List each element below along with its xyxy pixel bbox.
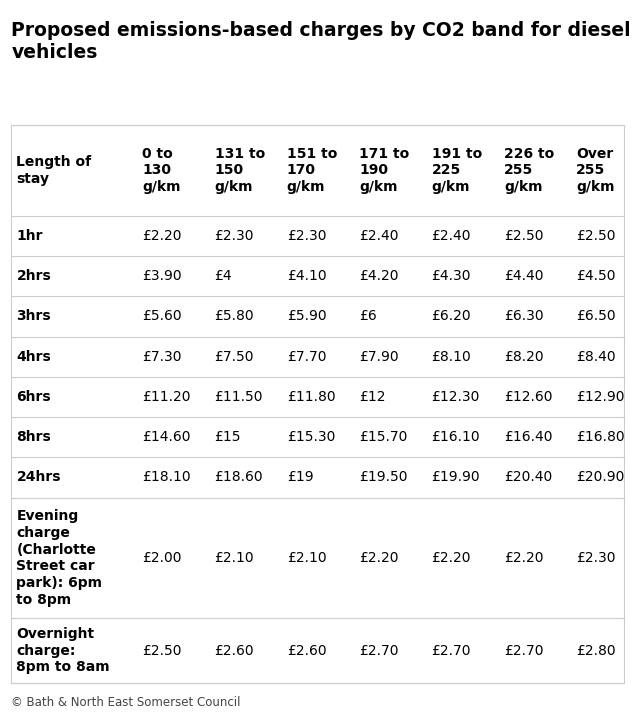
Text: 226 to
255
g/km: 226 to 255 g/km (504, 147, 554, 194)
Text: 191 to
225
g/km: 191 to 225 g/km (432, 147, 482, 194)
Bar (11, 125, 624, 683)
Text: £7.30: £7.30 (142, 350, 182, 364)
Text: £6.20: £6.20 (432, 310, 471, 323)
Text: £3.90: £3.90 (142, 269, 182, 283)
Text: £2.60: £2.60 (214, 644, 254, 658)
Text: £2.80: £2.80 (576, 644, 616, 658)
Text: £2.00: £2.00 (142, 551, 182, 565)
Text: £7.70: £7.70 (287, 350, 327, 364)
Text: £12: £12 (359, 390, 385, 404)
Text: £12.60: £12.60 (504, 390, 552, 404)
Text: £18.10: £18.10 (142, 470, 191, 485)
Text: £4.20: £4.20 (359, 269, 399, 283)
Text: 1hr: 1hr (16, 229, 43, 243)
Bar (11, 125, 624, 683)
Text: 151 to
170
g/km: 151 to 170 g/km (287, 147, 337, 194)
Text: £8.20: £8.20 (504, 350, 543, 364)
Text: £6.30: £6.30 (504, 310, 543, 323)
Text: £2.30: £2.30 (214, 229, 254, 243)
Text: £2.10: £2.10 (287, 551, 327, 565)
Text: 24hrs: 24hrs (16, 470, 61, 485)
Text: £4.10: £4.10 (287, 269, 327, 283)
Text: £2.50: £2.50 (576, 229, 616, 243)
Text: £7.50: £7.50 (214, 350, 254, 364)
Text: £12.90: £12.90 (576, 390, 624, 404)
Text: 8hrs: 8hrs (16, 430, 51, 444)
Text: £20.40: £20.40 (504, 470, 552, 485)
Text: £19.50: £19.50 (359, 470, 408, 485)
Text: £2.10: £2.10 (214, 551, 254, 565)
Text: £15.30: £15.30 (287, 430, 335, 444)
Text: £2.20: £2.20 (142, 229, 182, 243)
Text: £16.10: £16.10 (432, 430, 480, 444)
Text: 3hrs: 3hrs (16, 310, 51, 323)
Text: £5.60: £5.60 (142, 310, 182, 323)
Text: £11.50: £11.50 (214, 390, 263, 404)
Text: £2.70: £2.70 (504, 644, 543, 658)
Text: 0 to
130
g/km: 0 to 130 g/km (142, 147, 181, 194)
Text: 131 to
150
g/km: 131 to 150 g/km (214, 147, 265, 194)
Text: © Bath & North East Somerset Council: © Bath & North East Somerset Council (11, 696, 241, 709)
Text: £2.30: £2.30 (287, 229, 327, 243)
Text: £15.70: £15.70 (359, 430, 408, 444)
Text: £20.90: £20.90 (576, 470, 624, 485)
Text: Evening
charge
(Charlotte
Street car
park): 6pm
to 8pm: Evening charge (Charlotte Street car par… (16, 509, 103, 607)
Text: Overnight
charge:
8pm to 8am: Overnight charge: 8pm to 8am (16, 627, 110, 674)
Text: £2.40: £2.40 (432, 229, 471, 243)
Text: £4.40: £4.40 (504, 269, 543, 283)
Text: £2.20: £2.20 (359, 551, 399, 565)
Text: £15: £15 (214, 430, 241, 444)
Text: £18.60: £18.60 (214, 470, 263, 485)
Text: £2.50: £2.50 (142, 644, 182, 658)
Text: £19.90: £19.90 (432, 470, 480, 485)
Text: £4.30: £4.30 (432, 269, 471, 283)
Text: £7.90: £7.90 (359, 350, 399, 364)
Text: £6.50: £6.50 (576, 310, 616, 323)
Text: £2.70: £2.70 (359, 644, 399, 658)
Text: 2hrs: 2hrs (16, 269, 51, 283)
Text: £4.50: £4.50 (576, 269, 616, 283)
Text: £2.40: £2.40 (359, 229, 399, 243)
Text: 171 to
190
g/km: 171 to 190 g/km (359, 147, 410, 194)
Text: Length of
stay: Length of stay (16, 155, 91, 186)
Text: £2.20: £2.20 (432, 551, 471, 565)
Text: Proposed emissions-based charges by CO2 band for diesel
vehicles: Proposed emissions-based charges by CO2 … (11, 21, 631, 62)
Text: 6hrs: 6hrs (16, 390, 51, 404)
Text: £19: £19 (287, 470, 313, 485)
Text: £8.40: £8.40 (576, 350, 616, 364)
Text: £16.80: £16.80 (576, 430, 625, 444)
Text: £4: £4 (214, 269, 232, 283)
Text: £11.80: £11.80 (287, 390, 335, 404)
Text: £6: £6 (359, 310, 377, 323)
Text: 4hrs: 4hrs (16, 350, 51, 364)
Text: £8.10: £8.10 (432, 350, 471, 364)
Text: £12.30: £12.30 (432, 390, 480, 404)
Text: £2.50: £2.50 (504, 229, 543, 243)
Text: Over
255
g/km: Over 255 g/km (576, 147, 615, 194)
Text: £2.70: £2.70 (432, 644, 471, 658)
Text: £14.60: £14.60 (142, 430, 191, 444)
Text: £2.30: £2.30 (576, 551, 616, 565)
Text: £2.20: £2.20 (504, 551, 543, 565)
Text: £2.60: £2.60 (287, 644, 327, 658)
Text: £16.40: £16.40 (504, 430, 552, 444)
Text: £5.90: £5.90 (287, 310, 327, 323)
Text: £5.80: £5.80 (214, 310, 254, 323)
Text: £11.20: £11.20 (142, 390, 191, 404)
